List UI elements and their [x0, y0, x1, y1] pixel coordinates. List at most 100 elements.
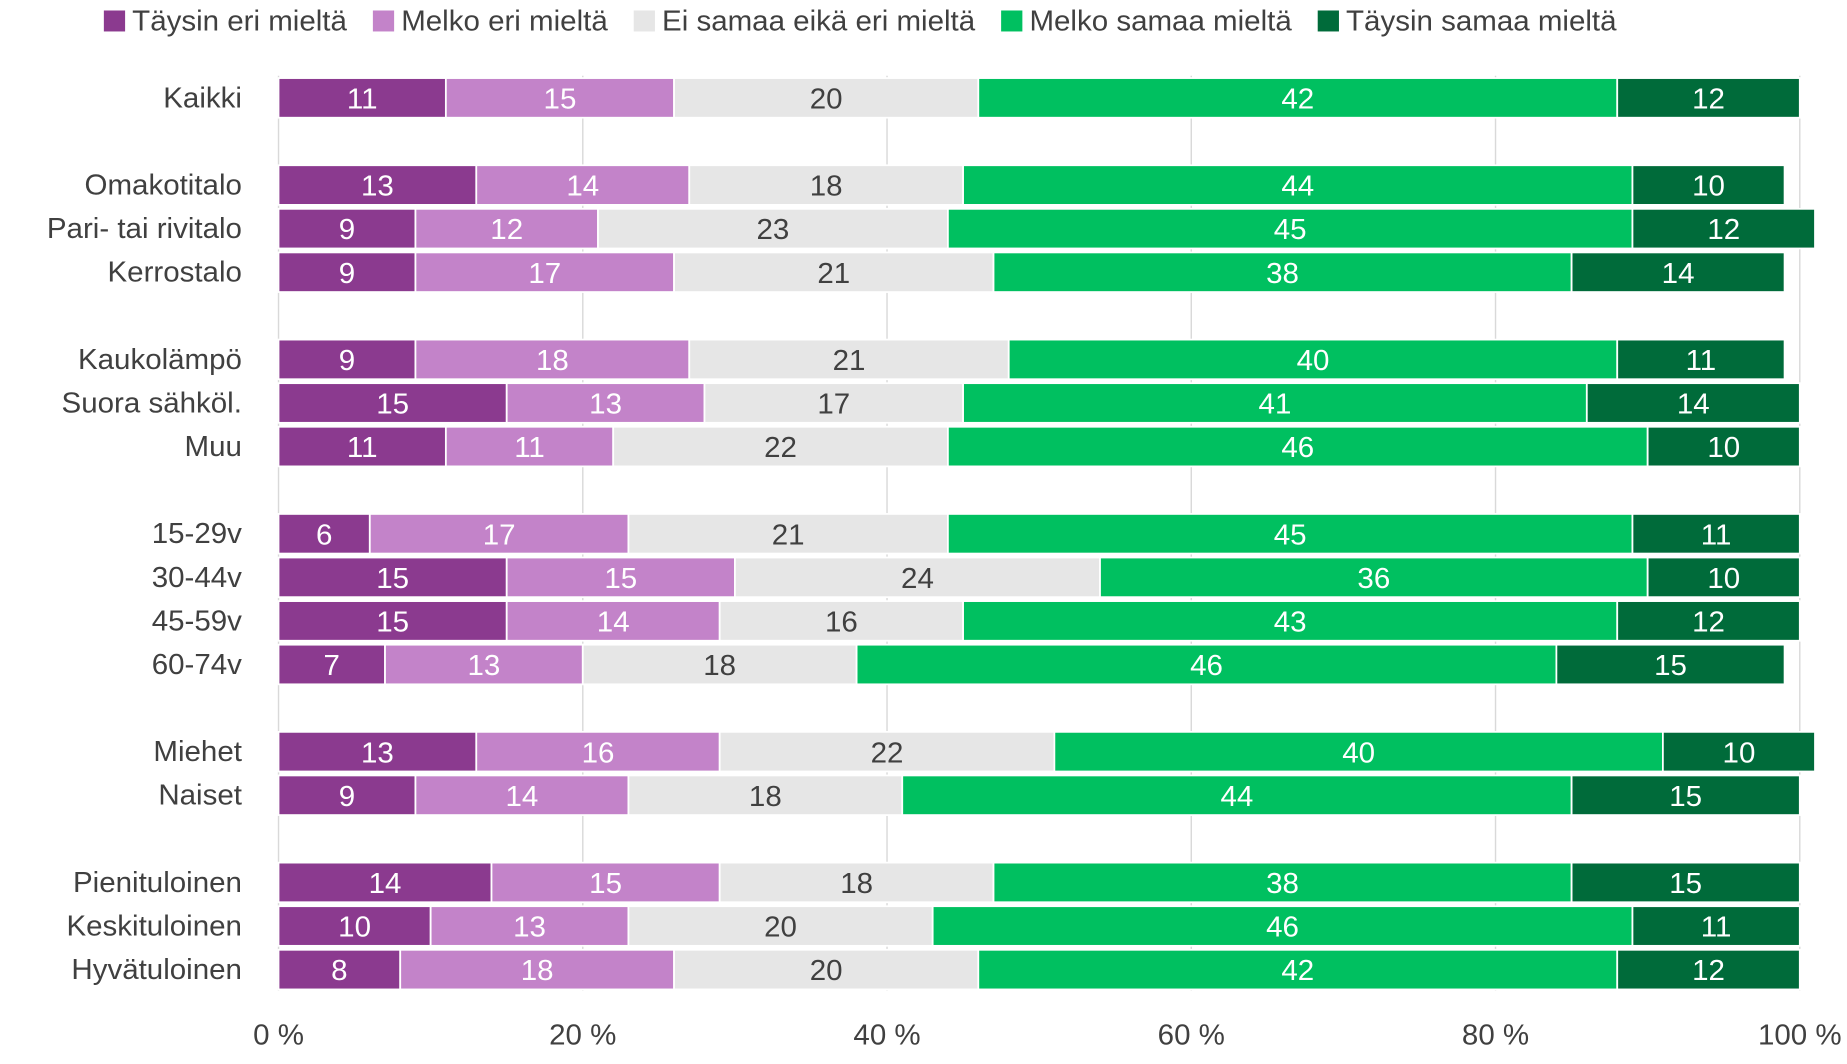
data-label: 15: [376, 606, 409, 639]
data-label: 44: [1281, 170, 1314, 203]
data-label: 23: [757, 213, 790, 246]
bar-segment: [277, 77, 447, 119]
data-label: 42: [1281, 83, 1314, 116]
data-label: 12: [1707, 213, 1740, 246]
data-label: 8: [331, 954, 347, 987]
y-tick-label: 60-74v: [152, 648, 243, 681]
bar-segment: [414, 774, 630, 816]
data-label: 20: [810, 954, 843, 987]
data-label: 46: [1281, 431, 1314, 464]
data-label: 15: [604, 562, 637, 595]
data-label: 17: [483, 519, 516, 552]
bar-segment: [277, 948, 402, 991]
bar-segment: [1616, 338, 1786, 381]
data-label: 13: [513, 911, 546, 944]
bar-segment: [277, 207, 417, 250]
bar-segment: [627, 774, 904, 816]
bar-segment: [1555, 643, 1786, 686]
data-label: 21: [772, 519, 805, 552]
data-label: 42: [1281, 954, 1314, 987]
bar-segment: [277, 774, 417, 816]
data-label: 36: [1357, 562, 1390, 595]
bar-segment: [277, 382, 508, 424]
data-label: 15: [589, 867, 622, 900]
y-tick-label: Naiset: [158, 779, 242, 812]
data-label: 11: [1701, 519, 1732, 552]
data-label: 11: [347, 83, 378, 116]
data-label: 45: [1274, 519, 1307, 552]
data-label: 18: [840, 867, 873, 900]
data-label: 12: [490, 213, 523, 246]
data-label: 15: [544, 83, 577, 116]
bar-segment: [384, 643, 584, 686]
data-label: 11: [514, 431, 545, 464]
data-label: 17: [817, 388, 850, 421]
legend-label: Täysin samaa mieltä: [1346, 5, 1617, 38]
bar-segment: [505, 556, 736, 599]
bar-segment: [962, 600, 1619, 642]
data-label: 11: [347, 431, 378, 464]
x-tick-label: 20 %: [549, 1018, 616, 1051]
data-label: 11: [1701, 911, 1732, 944]
bar-segment: [581, 643, 858, 686]
x-tick-label: 60 %: [1158, 1018, 1225, 1051]
y-tick-label: Kaukolämpö: [78, 343, 242, 376]
data-label: 10: [1692, 170, 1725, 203]
data-label: 6: [316, 519, 332, 552]
data-label: 17: [528, 257, 561, 290]
bar-segment: [1585, 382, 1801, 424]
y-tick-label: Pari- tai rivitalo: [47, 212, 242, 245]
bar-segment: [1631, 513, 1801, 555]
bar-segment: [734, 556, 1101, 599]
data-label: 20: [764, 911, 797, 944]
data-label: 15: [376, 562, 409, 595]
data-label: 14: [597, 606, 630, 639]
data-label: 10: [338, 911, 371, 944]
x-tick-label: 100 %: [1758, 1018, 1842, 1051]
legend-label: Ei samaa eikä eri mieltä: [662, 5, 976, 38]
data-label: 21: [833, 344, 866, 377]
bar-segment: [277, 425, 447, 468]
data-label: 18: [810, 170, 843, 203]
y-tick-label: Pienituloinen: [73, 866, 242, 899]
bar-segment: [1661, 730, 1816, 773]
data-label: 40: [1342, 736, 1375, 769]
bar-segment: [1616, 77, 1801, 119]
bar-segment: [505, 382, 706, 424]
data-label: 9: [339, 257, 355, 290]
data-label: 14: [1677, 388, 1710, 421]
data-label: 16: [825, 606, 858, 639]
data-label: 21: [817, 257, 850, 290]
data-label: 9: [339, 213, 355, 246]
data-label: 38: [1266, 867, 1299, 900]
data-label: 22: [871, 736, 904, 769]
data-label: 10: [1707, 562, 1740, 595]
bar-segment: [597, 207, 949, 250]
data-label: 18: [521, 954, 554, 987]
bar-segment: [931, 905, 1634, 947]
bar-segment: [718, 730, 1056, 773]
data-label: 10: [1723, 736, 1756, 769]
data-label: 46: [1190, 649, 1223, 682]
data-label: 13: [589, 388, 622, 421]
data-label: 12: [1692, 83, 1725, 116]
data-label: 18: [536, 344, 569, 377]
bar-segment: [475, 164, 691, 206]
bar-segment: [277, 861, 493, 904]
y-tick-label: Keskituloinen: [66, 910, 241, 943]
data-label: 41: [1259, 388, 1292, 421]
data-label: 16: [582, 736, 615, 769]
data-label: 15: [376, 388, 409, 421]
data-label: 43: [1274, 606, 1307, 639]
legend-label: Melko eri mieltä: [401, 5, 608, 38]
bar-segment: [703, 382, 964, 424]
bar-segment: [490, 861, 721, 904]
data-label: 14: [1662, 257, 1695, 290]
data-label: 14: [506, 780, 539, 813]
y-tick-label: Suora sähköl.: [62, 387, 242, 420]
data-label: 12: [1692, 954, 1725, 987]
bar-segment: [1646, 556, 1801, 599]
bar-segment: [962, 382, 1588, 424]
legend-label: Melko samaa mieltä: [1029, 5, 1292, 38]
